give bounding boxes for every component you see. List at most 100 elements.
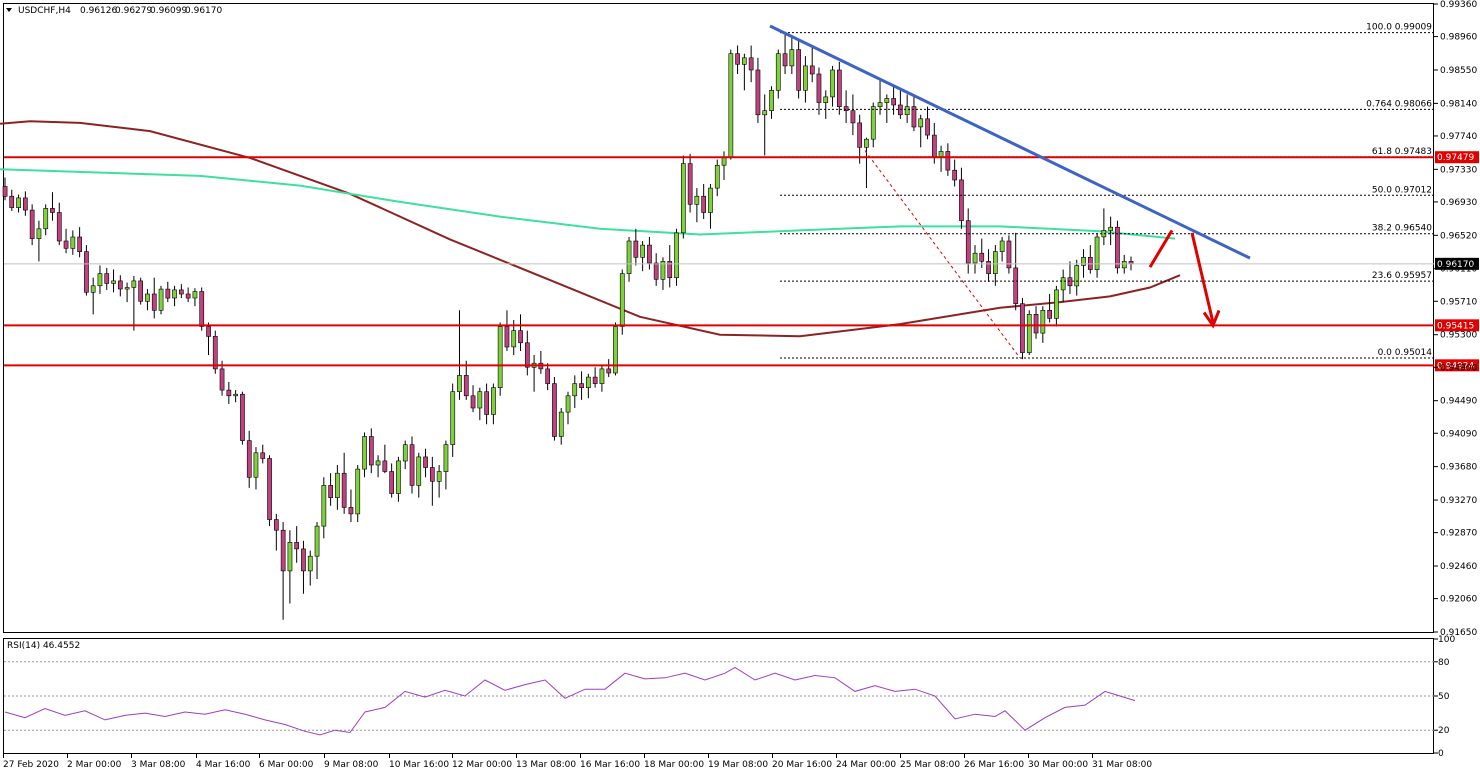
candle-body bbox=[1060, 277, 1066, 291]
rsi-line bbox=[4, 666, 1136, 736]
price-tick-label: 0.98550 bbox=[1440, 66, 1477, 76]
fib-level-label: 23.6 0.95957 bbox=[1372, 271, 1432, 281]
candle-body bbox=[952, 169, 957, 181]
candle-body bbox=[301, 548, 306, 572]
candle-body bbox=[104, 273, 110, 284]
candle-body bbox=[647, 244, 652, 264]
candle-body bbox=[151, 293, 157, 311]
candle-body bbox=[260, 452, 266, 459]
fib-level-label: 0.764 0.98066 bbox=[1366, 99, 1432, 109]
header-high: 0.96279 bbox=[115, 6, 152, 16]
candle-body bbox=[775, 53, 781, 91]
candle-body bbox=[897, 104, 903, 116]
candle-body bbox=[477, 391, 483, 409]
candle-body bbox=[240, 393, 245, 441]
dropdown-triangle-icon[interactable] bbox=[6, 8, 12, 12]
time-tick-label: 27 Feb 2020 bbox=[3, 760, 59, 770]
annotations bbox=[769, 24, 1251, 329]
candle-body bbox=[741, 57, 747, 65]
rsi-indicator: 100 80 50 20 0 bbox=[4, 635, 1455, 759]
candle-body bbox=[653, 262, 659, 280]
rsi-tick-label: 80 bbox=[1438, 658, 1450, 668]
candle-body bbox=[2, 186, 8, 197]
candle-body bbox=[375, 460, 381, 466]
price-tick-label: 0.92870 bbox=[1440, 529, 1477, 539]
price-tick-label: 0.93680 bbox=[1440, 463, 1477, 473]
candles bbox=[2, 31, 1134, 620]
candle-body bbox=[206, 326, 211, 337]
candle-body bbox=[56, 212, 62, 242]
candle-body bbox=[579, 383, 584, 389]
candle-body bbox=[138, 280, 144, 302]
candle-body bbox=[368, 436, 374, 466]
candle-body bbox=[599, 368, 605, 384]
time-tick-label: 3 Mar 08:00 bbox=[131, 760, 186, 770]
candle-body bbox=[124, 287, 130, 290]
candle-body bbox=[90, 285, 96, 293]
time-tick-label: 24 Mar 00:00 bbox=[836, 760, 896, 770]
candle-body bbox=[9, 195, 15, 208]
candle-body bbox=[816, 73, 822, 103]
candle-body bbox=[667, 261, 673, 278]
candle-body bbox=[904, 106, 910, 115]
candle-body bbox=[972, 252, 978, 264]
candle-body bbox=[334, 472, 340, 498]
price-tick-label: 0.96930 bbox=[1440, 198, 1477, 208]
time-tick-label: 31 Mar 08:00 bbox=[1092, 760, 1152, 770]
candle-body bbox=[348, 507, 354, 515]
candle-body bbox=[1115, 226, 1120, 269]
candle-body bbox=[613, 326, 618, 374]
header-low: 0.96099 bbox=[150, 6, 187, 16]
candle-body bbox=[287, 542, 293, 572]
candle-body bbox=[145, 293, 150, 302]
candle-body bbox=[796, 49, 801, 91]
rsi-tick-label: 50 bbox=[1438, 692, 1450, 702]
candle-body bbox=[633, 240, 639, 258]
resistance-trendline bbox=[769, 24, 1251, 260]
time-tick-label: 20 Mar 16:00 bbox=[772, 760, 832, 770]
candle-body bbox=[246, 440, 252, 478]
time-tick-label: 2 Mar 00:00 bbox=[67, 760, 122, 770]
time-axis: 27 Feb 2020 2 Mar 00:00 3 Mar 08:00 4 Mar 1… bbox=[3, 754, 1152, 770]
time-tick-label: 30 Mar 00:00 bbox=[1028, 760, 1088, 770]
candle-body bbox=[463, 375, 469, 397]
time-tick-label: 10 Mar 16:00 bbox=[389, 760, 449, 770]
candle-body bbox=[1026, 313, 1032, 353]
time-tick-label: 6 Mar 00:00 bbox=[259, 760, 314, 770]
price-tick-label: 0.96520 bbox=[1440, 231, 1477, 241]
time-tick-label: 19 Mar 08:00 bbox=[708, 760, 768, 770]
candle-body bbox=[518, 330, 523, 344]
candle-body bbox=[273, 519, 279, 531]
level-price-label: 0.94924 bbox=[1437, 361, 1474, 371]
candle-body bbox=[728, 53, 734, 158]
candle-body bbox=[789, 49, 795, 67]
candle-body bbox=[131, 280, 137, 288]
candle-body bbox=[429, 467, 435, 482]
price-tick-label: 0.94900 bbox=[1440, 363, 1477, 373]
candle-body bbox=[1054, 289, 1059, 319]
candle-body bbox=[552, 383, 557, 437]
candle-body bbox=[16, 197, 21, 208]
candle-body bbox=[36, 228, 42, 239]
candle-body bbox=[986, 261, 991, 274]
candle-body bbox=[524, 342, 530, 368]
candle-body bbox=[491, 387, 496, 415]
candle-body bbox=[192, 291, 198, 299]
candle-body bbox=[877, 102, 883, 107]
horizontal-levels: 0.97479 0.95415 0.94924 0.96170 bbox=[4, 151, 1479, 372]
candle-body bbox=[572, 383, 578, 397]
rsi-tick-label: 0 bbox=[1438, 749, 1444, 759]
candle-body bbox=[436, 471, 442, 482]
candle-body bbox=[992, 251, 998, 274]
candle-body bbox=[396, 460, 401, 494]
candle-body bbox=[362, 436, 367, 470]
candle-body bbox=[172, 289, 177, 299]
fib-level-label: 0.0 0.95014 bbox=[1378, 348, 1433, 358]
ma-slow-line bbox=[0, 120, 1181, 338]
time-tick-label: 16 Mar 16:00 bbox=[580, 760, 640, 770]
level-price-badge bbox=[1435, 151, 1479, 164]
candle-body bbox=[165, 288, 171, 299]
time-tick-label: 13 Mar 08:00 bbox=[516, 760, 576, 770]
header-symbol: USDCHF,H4 bbox=[18, 6, 71, 16]
